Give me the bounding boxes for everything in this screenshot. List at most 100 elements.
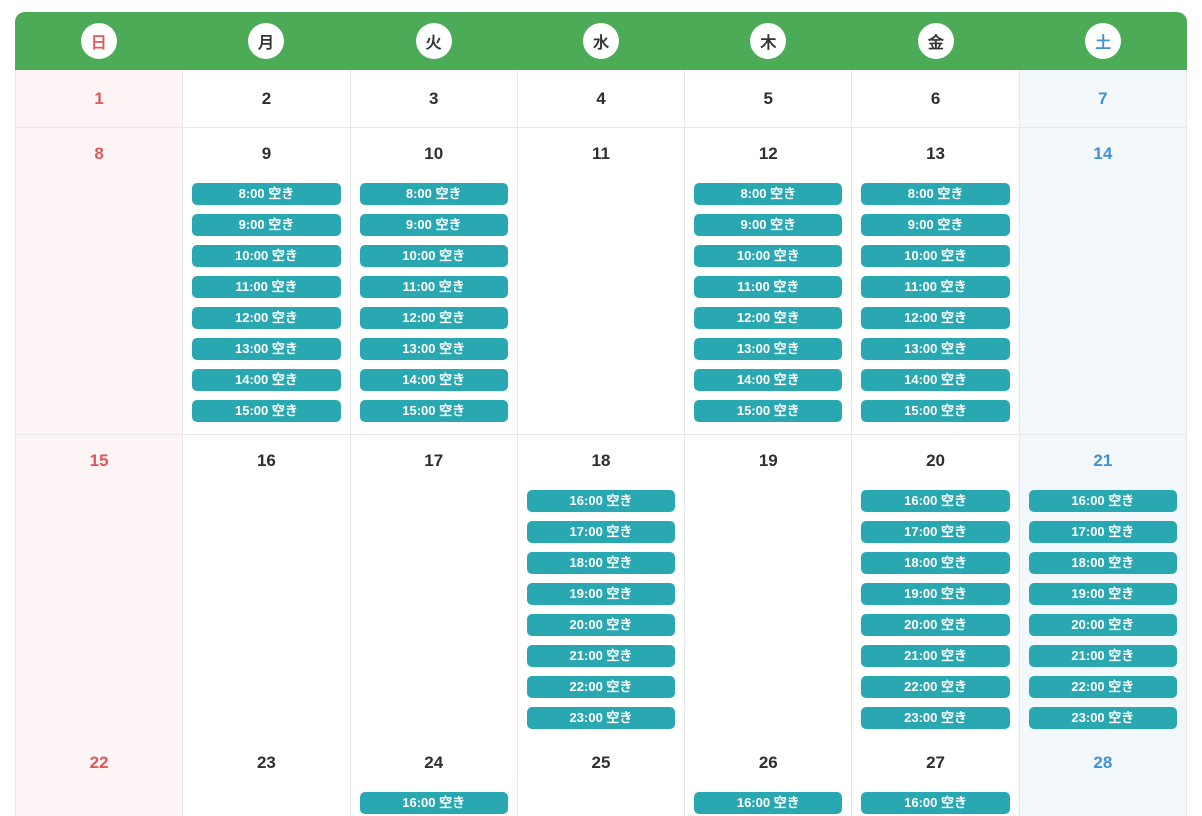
time-slot-button[interactable]: 8:00 空き (861, 183, 1010, 205)
slot-list: 8:00 空き 9:00 空き 10:00 空き 11:00 空き 12:00 空き 13… (685, 183, 851, 422)
time-slot-button[interactable]: 23:00 空き (861, 707, 1010, 729)
day-cell: 5 (685, 70, 853, 128)
time-slot-button[interactable]: 17:00 空き (526, 521, 676, 543)
day-cell: 23 (183, 737, 351, 816)
time-slot-button[interactable]: 16:00 空き (861, 792, 1010, 814)
day-cell: 22 (16, 737, 184, 816)
time-slot-button[interactable]: 19:00 空き (526, 583, 676, 605)
date-label: 6 (930, 88, 941, 108)
time-slot-button[interactable]: 8:00 空き (359, 183, 508, 205)
time-slot-button[interactable]: 15:00 空き (192, 400, 341, 422)
time-slot-button[interactable]: 10:00 空き (694, 245, 843, 267)
slot-list: 16:00 空き 17:00 空き 18:00 空き 19:00 空き 20:00 空き… (852, 490, 1018, 729)
time-slot-button[interactable]: 21:00 空き (861, 645, 1010, 667)
time-slot-button[interactable]: 16:00 空き (861, 490, 1010, 512)
date-label: 4 (596, 88, 606, 108)
time-slot-button[interactable]: 16:00 空き (1028, 490, 1177, 512)
date-label: 27 (926, 753, 946, 772)
time-slot-button[interactable]: 14:00 空き (861, 369, 1010, 391)
time-slot-button[interactable]: 15:00 空き (694, 400, 843, 422)
time-slot-button[interactable]: 19:00 空き (861, 583, 1010, 605)
date-label: 18 (591, 451, 611, 470)
day-cell: 7 (1019, 70, 1187, 128)
time-slot-button[interactable]: 17:00 空き (861, 521, 1010, 543)
date-label: 23 (256, 753, 276, 772)
time-slot-button[interactable]: 9:00 空き (694, 214, 843, 236)
week-row: 1 2 3 4 5 6 7 (15, 70, 1187, 128)
availability-calendar: 日月火水木金土 1 2 3 4 5 6 7 8 9 8:00 空き 9:00 空き 10:00 空き 1… (15, 12, 1187, 816)
time-slot-button[interactable]: 12:00 空き (861, 307, 1010, 329)
time-slot-button[interactable]: 9:00 空き (192, 214, 341, 236)
time-slot-button[interactable]: 21:00 空き (1028, 645, 1177, 667)
weekday-label: 火 (415, 23, 452, 59)
day-cell: 14 (1019, 128, 1187, 435)
time-slot-button[interactable]: 12:00 空き (192, 307, 341, 329)
time-slot-button[interactable]: 11:00 空き (694, 276, 843, 298)
time-slot-button[interactable]: 20:00 空き (1028, 614, 1177, 636)
slot-list: 16:00 空き (685, 792, 851, 814)
weekday-cell: 土 (1020, 12, 1187, 70)
weekday-cell: 火 (350, 12, 517, 70)
day-cell: 18 16:00 空き 17:00 空き 18:00 空き 19:00 空き 20:00 … (517, 435, 686, 739)
time-slot-button[interactable]: 23:00 空き (526, 707, 676, 729)
time-slot-button[interactable]: 13:00 空き (694, 338, 843, 360)
day-cell: 13 8:00 空き 9:00 空き 10:00 空き 11:00 空き 12:00 空き… (852, 128, 1020, 435)
date-label: 15 (89, 451, 109, 470)
time-slot-button[interactable]: 19:00 空き (1028, 583, 1177, 605)
time-slot-button[interactable]: 16:00 空き (526, 490, 676, 512)
time-slot-button[interactable]: 22:00 空き (526, 676, 676, 698)
time-slot-button[interactable]: 22:00 空き (1028, 676, 1177, 698)
time-slot-button[interactable]: 18:00 空き (861, 552, 1010, 574)
time-slot-button[interactable]: 8:00 空き (694, 183, 843, 205)
weekday-label: 水 (582, 23, 619, 59)
time-slot-button[interactable]: 22:00 空き (861, 676, 1010, 698)
day-cell: 15 (16, 435, 184, 739)
time-slot-button[interactable]: 11:00 空き (192, 276, 341, 298)
date-label: 21 (1093, 451, 1113, 470)
time-slot-button[interactable]: 13:00 空き (192, 338, 341, 360)
date-label: 19 (758, 451, 778, 470)
slot-list: 16:00 空き 17:00 空き 18:00 空き 19:00 空き 20:00 空き… (518, 490, 684, 729)
time-slot-button[interactable]: 21:00 空き (526, 645, 676, 667)
time-slot-button[interactable]: 13:00 空き (861, 338, 1010, 360)
time-slot-button[interactable]: 12:00 空き (694, 307, 843, 329)
time-slot-button[interactable]: 14:00 空き (359, 369, 508, 391)
time-slot-button[interactable]: 16:00 空き (359, 792, 508, 814)
time-slot-button[interactable]: 15:00 空き (861, 400, 1010, 422)
date-label: 16 (256, 451, 276, 470)
date-label: 20 (926, 451, 946, 470)
time-slot-button[interactable]: 20:00 空き (526, 614, 676, 636)
time-slot-button[interactable]: 16:00 空き (694, 792, 843, 814)
day-cell: 8 (16, 128, 184, 435)
date-label: 3 (428, 88, 439, 108)
time-slot-button[interactable]: 11:00 空き (861, 276, 1010, 298)
day-cell: 4 (517, 70, 686, 128)
time-slot-button[interactable]: 9:00 空き (861, 214, 1010, 236)
week-row: 8 9 8:00 空き 9:00 空き 10:00 空き 11:00 空き 12:00 空き… (15, 128, 1187, 435)
day-cell: 20 16:00 空き 17:00 空き 18:00 空き 19:00 空き 20:00 … (852, 435, 1020, 739)
time-slot-button[interactable]: 23:00 空き (1028, 707, 1177, 729)
time-slot-button[interactable]: 8:00 空き (192, 183, 341, 205)
time-slot-button[interactable]: 10:00 空き (359, 245, 508, 267)
weekday-cell: 木 (685, 12, 852, 70)
time-slot-button[interactable]: 9:00 空き (359, 214, 508, 236)
slot-list: 8:00 空き 9:00 空き 10:00 空き 11:00 空き 12:00 空き 13… (852, 183, 1018, 422)
date-label: 17 (424, 451, 444, 470)
time-slot-button[interactable]: 11:00 空き (359, 276, 508, 298)
time-slot-button[interactable]: 14:00 空き (192, 369, 341, 391)
time-slot-button[interactable]: 12:00 空き (359, 307, 508, 329)
time-slot-button[interactable]: 20:00 空き (861, 614, 1010, 636)
time-slot-button[interactable]: 13:00 空き (359, 338, 508, 360)
time-slot-button[interactable]: 15:00 空き (359, 400, 508, 422)
time-slot-button[interactable]: 18:00 空き (526, 552, 676, 574)
time-slot-button[interactable]: 10:00 空き (861, 245, 1010, 267)
time-slot-button[interactable]: 17:00 空き (1028, 521, 1177, 543)
weekday-cell: 月 (182, 12, 349, 70)
weekday-label: 日 (80, 23, 117, 59)
date-label: 14 (1093, 144, 1113, 163)
time-slot-button[interactable]: 10:00 空き (192, 245, 341, 267)
week-row: 22 23 24 16:00 空き 25 26 16:00 空き 27 16:00 空き 28 (15, 737, 1187, 816)
time-slot-button[interactable]: 18:00 空き (1028, 552, 1177, 574)
slot-list: 16:00 空き (351, 792, 517, 814)
time-slot-button[interactable]: 14:00 空き (694, 369, 843, 391)
